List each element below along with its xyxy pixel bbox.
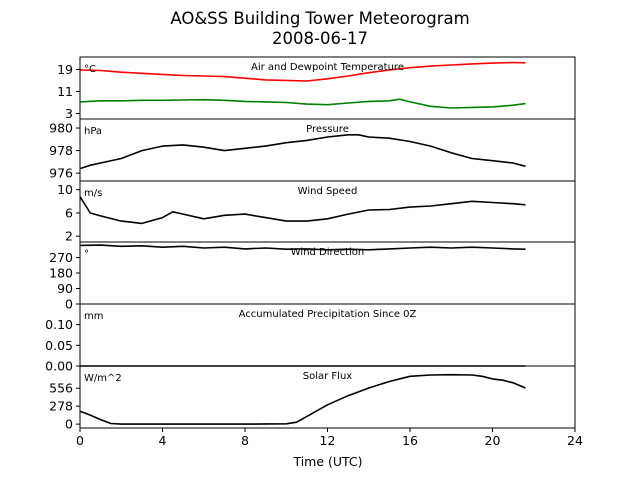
x-axis-label: Time (UTC)	[292, 454, 362, 469]
solar_flux-ytick-label-1: 278	[49, 399, 73, 414]
x-tick-label-6: 24	[567, 433, 583, 448]
solar_flux-series-line-0	[79, 373, 526, 425]
wind_direction-series-line-0	[79, 244, 526, 251]
x-tick-label-4: 16	[402, 433, 418, 448]
pressure-ytick-label-1: 978	[49, 143, 73, 158]
temperature-series-line-0	[79, 61, 526, 82]
temperature-panel-title: Air and Dewpoint Temperature	[251, 62, 404, 73]
panel-solar_flux: 0 278 556 W/m^2 Solar Flux	[49, 365, 576, 432]
precipitation-panel-title: Accumulated Precipitation Since 0Z	[239, 309, 417, 320]
wind_direction-panel-title: Wind Direction	[291, 247, 365, 258]
solar_flux-ytick-label-2: 556	[49, 381, 73, 396]
x-tick-label-3: 12	[320, 433, 336, 448]
wind_speed-ytick-label-1: 6	[65, 205, 73, 220]
wind_direction-ytick-label-0: 0	[65, 297, 73, 312]
x-tick-label-2: 8	[241, 433, 249, 448]
wind_speed-ytick-label-0: 2	[65, 229, 73, 244]
figure-title: AO&SS Building Tower Meteorogram	[170, 9, 469, 28]
precipitation-ytick-label-1: 0.05	[45, 338, 73, 353]
wind_speed-ytick-label-2: 10	[57, 182, 73, 197]
solar_flux-panel-title: Solar Flux	[303, 371, 353, 382]
x-tick-label-0: 0	[76, 433, 84, 448]
panel-temperature: 3 11 19 °C Air and Dewpoint Temperature	[57, 56, 576, 121]
temperature-ytick-label-1: 11	[57, 84, 73, 99]
precipitation-ytick-label-2: 0.10	[45, 317, 73, 332]
wind_speed-panel-title: Wind Speed	[298, 186, 358, 197]
figure-subtitle: 2008-06-17	[272, 29, 368, 48]
wind_direction-ytick-label-3: 270	[49, 250, 73, 265]
pressure-panel-title: Pressure	[306, 124, 349, 135]
pressure-series-line-0	[79, 134, 526, 170]
pressure-unit-label: hPa	[84, 126, 102, 137]
x-tick-label-5: 20	[485, 433, 501, 448]
panel-precipitation: 0.00 0.05 0.10 mm Accumulated Precipitation …	[45, 303, 576, 374]
panel-pressure: 976 978 980 hPa Pressure	[49, 118, 576, 182]
temperature-ytick-label-0: 3	[65, 106, 73, 121]
solar_flux-ytick-label-0: 0	[65, 417, 73, 432]
precipitation-unit-label: mm	[84, 311, 103, 322]
wind_direction-unit-label: °	[84, 249, 89, 260]
temperature-unit-label: °C	[84, 64, 96, 75]
wind_direction-ytick-label-1: 90	[57, 281, 73, 296]
pressure-ytick-label-0: 976	[49, 166, 73, 181]
wind_direction-ytick-label-2: 180	[49, 266, 73, 281]
wind_speed-series-line-0	[79, 196, 526, 225]
pressure-ytick-label-2: 980	[49, 121, 73, 136]
solar_flux-unit-label: W/m^2	[84, 373, 122, 384]
x-tick-label-1: 4	[159, 433, 167, 448]
temperature-series-line-1	[79, 98, 526, 109]
panel-wind_speed: 2 6 10 m/s Wind Speed	[57, 180, 576, 244]
wind_speed-unit-label: m/s	[84, 188, 102, 199]
temperature-ytick-label-2: 19	[57, 62, 73, 77]
precipitation-ytick-label-0: 0.00	[45, 359, 73, 374]
